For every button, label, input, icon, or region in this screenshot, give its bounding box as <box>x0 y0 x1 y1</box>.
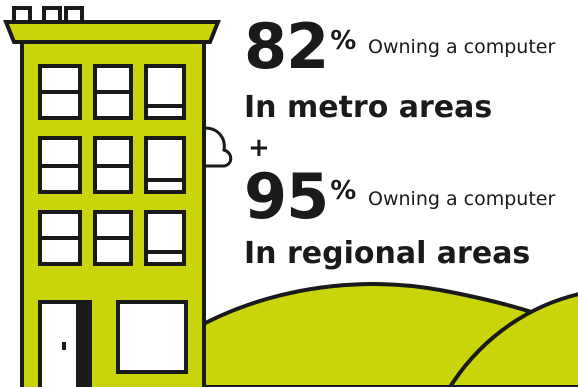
metro-percent-sign: % <box>330 26 356 56</box>
building-icon <box>3 6 221 387</box>
regional-percent-sign: % <box>330 176 356 206</box>
hill-front <box>447 292 578 387</box>
regional-value: 95 <box>244 160 329 233</box>
metro-area: In metro areas <box>244 90 493 125</box>
cloud-icon <box>204 126 233 168</box>
metro-percentage: 82% <box>244 16 356 78</box>
plus-separator: + <box>248 133 270 163</box>
regional-percentage: 95% <box>244 166 356 228</box>
regional-label: Owning a computer <box>368 188 556 210</box>
regional-area: In regional areas <box>244 236 531 271</box>
metro-label: Owning a computer <box>368 36 556 58</box>
metro-value: 82 <box>244 10 329 83</box>
